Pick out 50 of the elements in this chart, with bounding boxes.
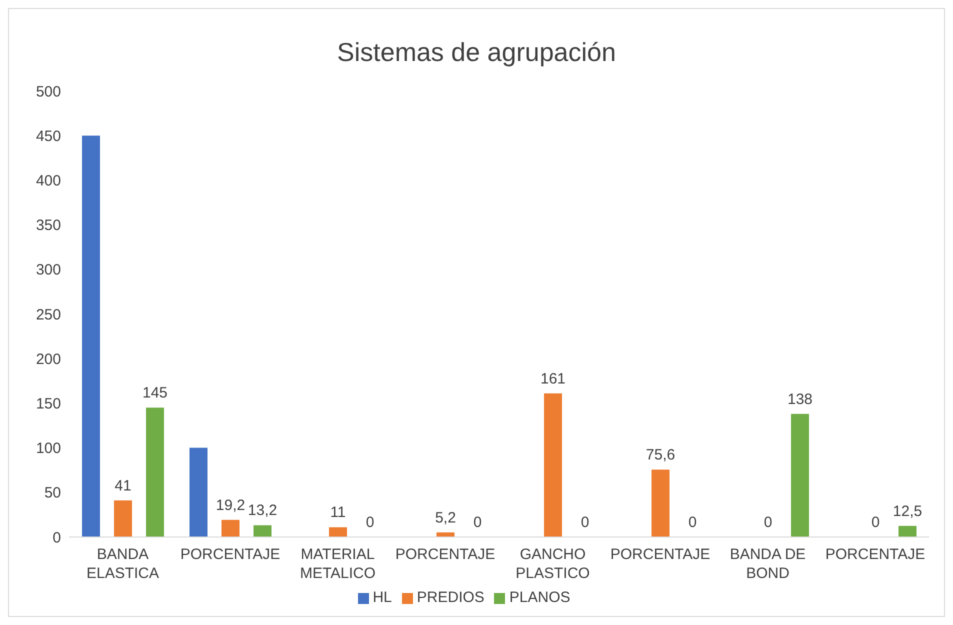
legend-label: PREDIOS bbox=[416, 589, 484, 606]
bar bbox=[329, 527, 347, 537]
data-label: 145 bbox=[142, 384, 168, 402]
data-label: 13,2 bbox=[248, 502, 278, 520]
bar bbox=[544, 393, 562, 537]
bar bbox=[190, 448, 208, 537]
data-label: 161 bbox=[540, 370, 566, 388]
chart-title: Sistemas de agrupación bbox=[336, 36, 617, 67]
x-tick-label: PORCENTAJE bbox=[395, 546, 496, 563]
legend-label: PLANOS bbox=[509, 589, 570, 606]
bar bbox=[222, 520, 240, 537]
y-tick-label: 100 bbox=[36, 440, 61, 458]
data-label: 19,2 bbox=[216, 496, 246, 514]
y-tick-label: 200 bbox=[36, 350, 61, 368]
data-label: 0 bbox=[580, 514, 590, 531]
bar bbox=[898, 526, 916, 537]
data-label: 0 bbox=[764, 514, 772, 531]
bar bbox=[652, 470, 670, 537]
x-tick-label: BANDA ELASTICA bbox=[86, 546, 160, 582]
data-label: 11 bbox=[330, 504, 346, 522]
x-tick-label: MATERIAL METALICO bbox=[300, 546, 376, 582]
data-label: 138 bbox=[787, 390, 813, 408]
y-tick-label: 500 bbox=[36, 83, 61, 100]
bar bbox=[146, 408, 164, 537]
y-tick-label: 350 bbox=[36, 217, 61, 234]
legend-label: HL bbox=[372, 589, 392, 606]
bar bbox=[82, 136, 100, 537]
data-label: 41 bbox=[114, 477, 132, 494]
data-label: 12,5 bbox=[892, 502, 922, 520]
y-tick-label: 250 bbox=[36, 306, 61, 324]
y-tick-label: 450 bbox=[36, 128, 61, 145]
data-label: 0 bbox=[688, 514, 697, 531]
y-tick-label: 400 bbox=[36, 172, 61, 190]
y-tick-label: 0 bbox=[52, 529, 61, 546]
x-tick-label: GANCHO PLASTICO bbox=[516, 546, 590, 582]
y-tick-label: 150 bbox=[36, 396, 61, 413]
bar bbox=[791, 414, 809, 537]
y-tick-label: 50 bbox=[44, 484, 61, 502]
x-tick-label: BANDA DE BOND bbox=[730, 546, 806, 582]
data-label: 0 bbox=[473, 514, 482, 531]
y-tick-label: 300 bbox=[36, 262, 61, 279]
x-tick-label: PORCENTAJE bbox=[610, 546, 710, 563]
data-label: 0 bbox=[366, 514, 374, 531]
data-label: 0 bbox=[871, 514, 880, 531]
bar bbox=[254, 525, 272, 537]
x-tick-label: PORCENTAJE bbox=[180, 546, 280, 563]
bar bbox=[114, 500, 132, 537]
x-tick-label: PORCENTAJE bbox=[825, 546, 926, 563]
data-label: 5,2 bbox=[435, 509, 456, 526]
data-label: 75,6 bbox=[646, 446, 676, 464]
